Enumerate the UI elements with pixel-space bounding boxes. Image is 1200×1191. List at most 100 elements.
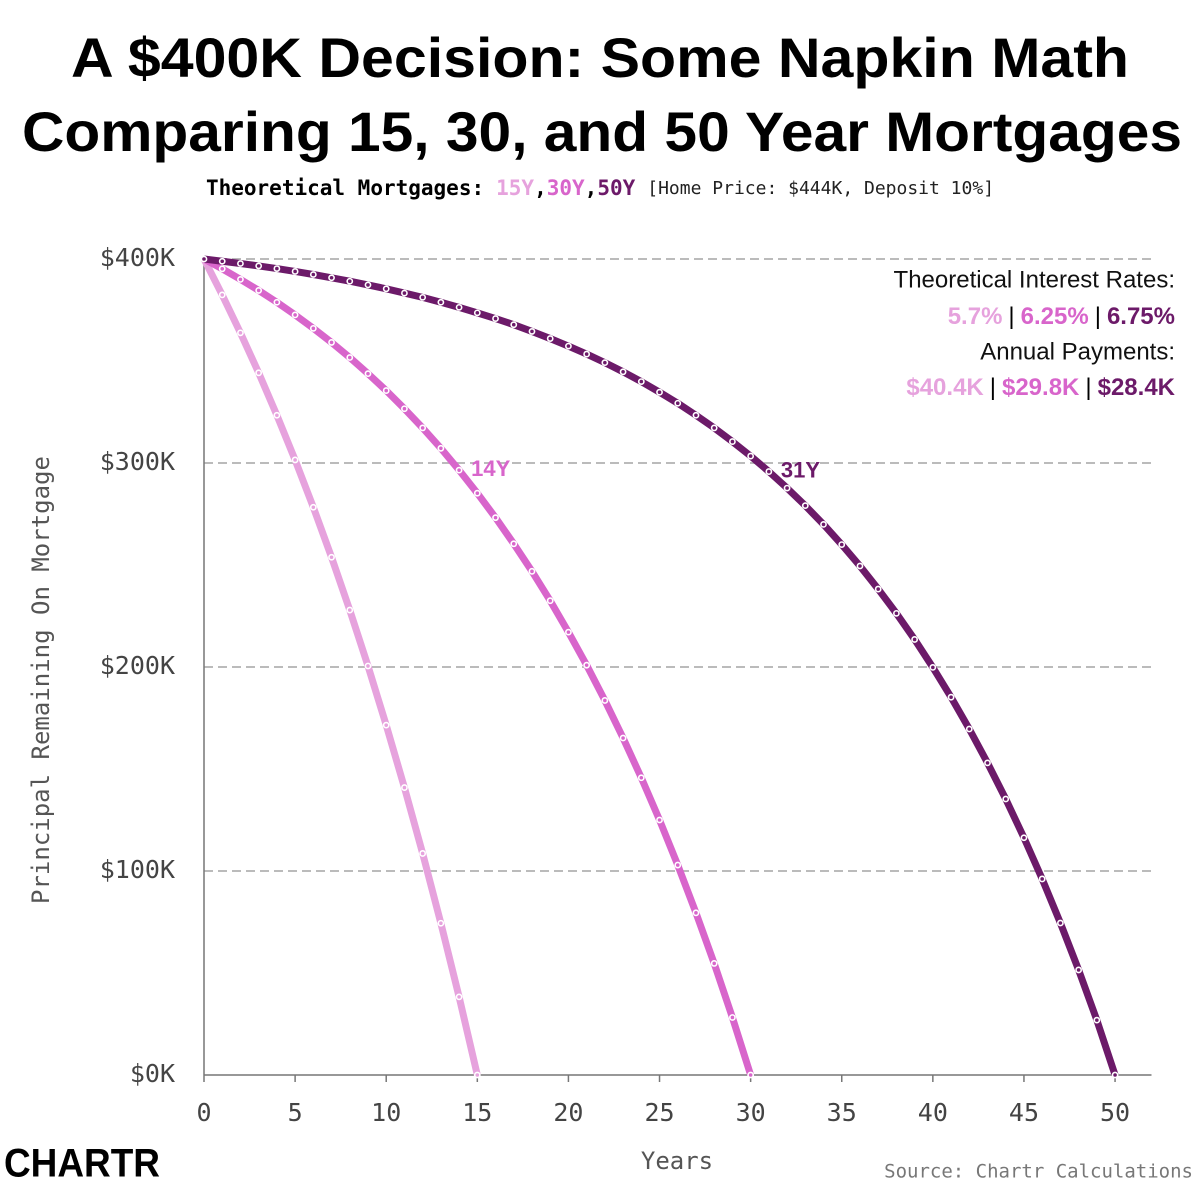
- point: [692, 909, 700, 917]
- point: [546, 335, 554, 342]
- point: [419, 850, 427, 857]
- point: [619, 734, 627, 742]
- info-separator: |: [990, 374, 996, 401]
- x-tick-label: 10: [371, 1098, 401, 1127]
- point: [747, 1071, 755, 1079]
- legend-separator: ,: [585, 176, 598, 200]
- point: [218, 265, 226, 273]
- point: [747, 452, 755, 460]
- point: [437, 444, 445, 452]
- point: [401, 289, 408, 297]
- x-tick-label: 0: [196, 1098, 211, 1127]
- legend-entry: 30Y: [547, 176, 585, 200]
- point: [583, 661, 591, 669]
- x-tick-label: 50: [1100, 1098, 1130, 1127]
- point: [984, 759, 991, 767]
- point: [619, 368, 627, 376]
- point: [492, 514, 499, 522]
- point: [473, 309, 481, 317]
- point: [346, 606, 354, 614]
- info-value: 5.7%: [948, 303, 1003, 330]
- x-tick-label: 25: [644, 1098, 674, 1127]
- info-separator: |: [1085, 374, 1091, 401]
- point: [1038, 875, 1046, 883]
- info-value: 6.75%: [1107, 303, 1175, 330]
- point: [546, 597, 554, 605]
- point: [419, 424, 427, 432]
- point: [510, 540, 518, 548]
- y-tick-label: $0K: [130, 1059, 175, 1088]
- point: [473, 1071, 481, 1079]
- point: [765, 468, 773, 475]
- subtitle-note: [Home Price: $444K, Deposit 10%]: [647, 178, 994, 199]
- annotation: 14Y: [471, 456, 510, 481]
- point: [656, 388, 663, 396]
- info-value: 6.25%: [1021, 303, 1089, 330]
- point: [200, 255, 208, 263]
- x-tick-label: 40: [918, 1098, 948, 1127]
- point: [965, 725, 973, 733]
- point: [364, 662, 372, 670]
- info-value: $40.4K: [906, 374, 984, 401]
- point: [838, 541, 846, 548]
- point: [911, 636, 919, 643]
- line: [200, 257, 481, 1076]
- point: [309, 271, 317, 278]
- point: [346, 354, 354, 361]
- info-value: $28.4K: [1098, 374, 1176, 401]
- point: [455, 993, 463, 1001]
- point: [565, 628, 572, 636]
- point: [328, 553, 335, 561]
- info-separator: |: [1095, 303, 1101, 330]
- subtitle-text: Theoretical Mortgages:: [206, 176, 484, 200]
- point: [255, 262, 263, 270]
- x-tick-label: 35: [827, 1098, 857, 1127]
- point: [328, 339, 335, 346]
- info-heading: Annual Payments:: [980, 338, 1175, 365]
- point: [1093, 1016, 1101, 1024]
- point: [346, 277, 354, 285]
- point: [856, 562, 864, 570]
- point: [455, 303, 463, 311]
- chart-title: Comparing 15, 30, and 50 Year Mortgages: [22, 100, 1182, 163]
- point: [437, 298, 445, 306]
- point: [820, 521, 827, 528]
- legend-entry: 15Y: [496, 176, 534, 200]
- x-tick-label: 5: [288, 1098, 303, 1127]
- point: [565, 342, 572, 350]
- point: [710, 960, 718, 967]
- source: Source: Chartr Calculations: [884, 1161, 1193, 1183]
- subtitle: Theoretical Mortgages: 15Y,30Y,50Y [Home P…: [206, 176, 994, 200]
- point: [473, 489, 481, 497]
- point: [801, 502, 809, 510]
- point: [255, 369, 263, 377]
- point: [947, 693, 955, 701]
- y-tick-label: $400K: [100, 243, 175, 272]
- y-tick-label: $300K: [100, 447, 175, 476]
- point: [893, 609, 900, 617]
- x-tick-label: 30: [736, 1098, 766, 1127]
- point: [273, 411, 281, 419]
- point: [401, 784, 408, 791]
- point: [692, 411, 700, 419]
- point: [328, 274, 335, 282]
- point: [237, 275, 244, 283]
- info-row: $40.4K | $29.8K | $28.4K: [906, 374, 1175, 401]
- point: [1111, 1071, 1119, 1079]
- point: [601, 697, 609, 704]
- point: [401, 405, 408, 413]
- point: [237, 260, 244, 267]
- point: [583, 350, 591, 358]
- point: [237, 329, 244, 337]
- point: [637, 378, 645, 386]
- point: [273, 265, 281, 272]
- info-row: 5.7% | 6.25% | 6.75%: [948, 303, 1175, 330]
- point: [255, 287, 263, 294]
- point: [291, 456, 299, 464]
- point: [437, 919, 445, 927]
- point: [1075, 966, 1083, 974]
- point: [382, 387, 390, 394]
- point: [1020, 834, 1028, 842]
- point: [218, 291, 226, 299]
